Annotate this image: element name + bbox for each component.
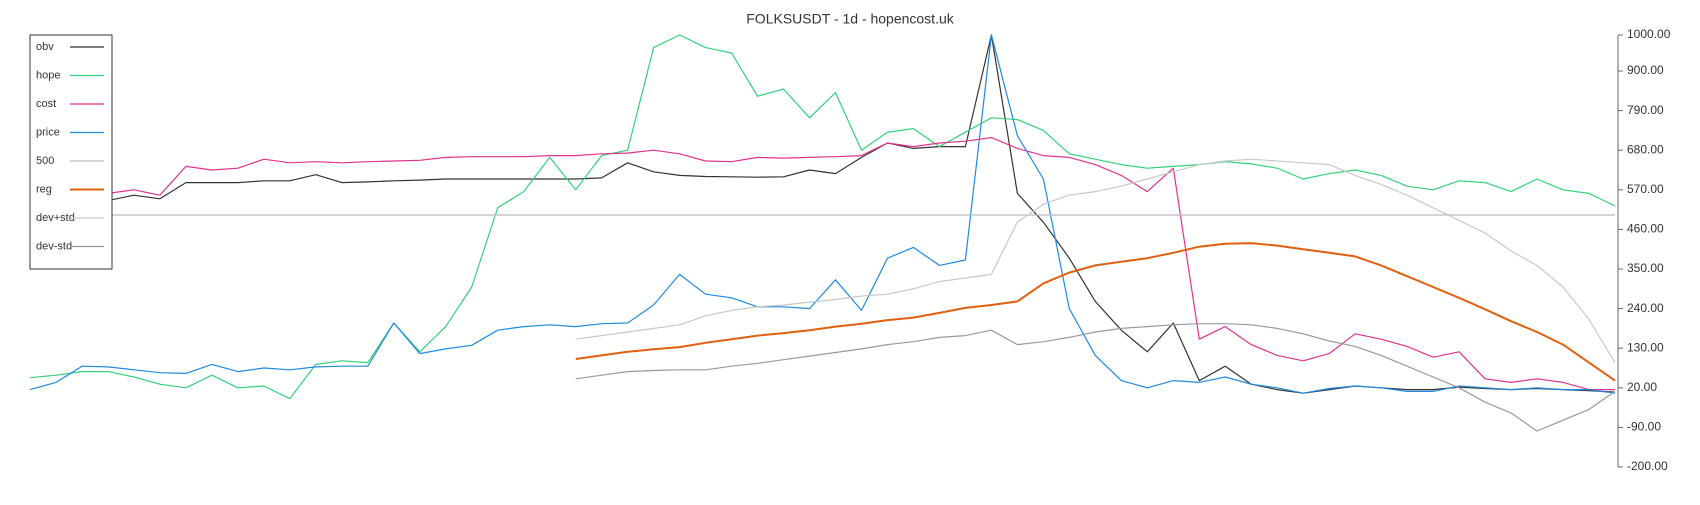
y-tick-label: 570.00 <box>1627 182 1664 196</box>
y-tick-label: -200.00 <box>1627 459 1668 473</box>
legend-label: obv <box>36 41 54 53</box>
y-tick-label: 240.00 <box>1627 301 1664 315</box>
y-tick-label: 130.00 <box>1627 340 1664 354</box>
legend-label: hope <box>36 69 60 81</box>
legend-label: reg <box>36 183 52 195</box>
legend-label: dev+std <box>36 212 75 224</box>
legend-label: dev-std <box>36 240 72 252</box>
legend-box <box>29 34 113 270</box>
series-line <box>29 34 1616 394</box>
y-tick-label: 1000.00 <box>1627 27 1671 41</box>
legend-label: cost <box>36 98 56 110</box>
series-line <box>29 34 1616 400</box>
series-line <box>575 158 1616 363</box>
legend: obv hope cost price 500 reg dev+std dev-std <box>29 34 113 270</box>
y-tick-label: 350.00 <box>1627 261 1664 275</box>
series-line <box>575 323 1616 432</box>
chart-title: FOLKSUSDT - 1d - hopencost.uk <box>746 11 954 27</box>
y-tick-label: 900.00 <box>1627 63 1664 77</box>
legend-label: 500 <box>36 155 54 167</box>
y-tick-label: -90.00 <box>1627 420 1661 434</box>
series-line <box>29 34 1616 394</box>
legend-label: price <box>36 126 60 138</box>
y-tick-label: 20.00 <box>1627 380 1657 394</box>
y-tick-label: 680.00 <box>1627 142 1664 156</box>
y-tick-label: 790.00 <box>1627 103 1664 117</box>
series-line <box>575 242 1616 382</box>
y-tick-label: 460.00 <box>1627 222 1664 236</box>
series-line <box>29 137 1615 391</box>
